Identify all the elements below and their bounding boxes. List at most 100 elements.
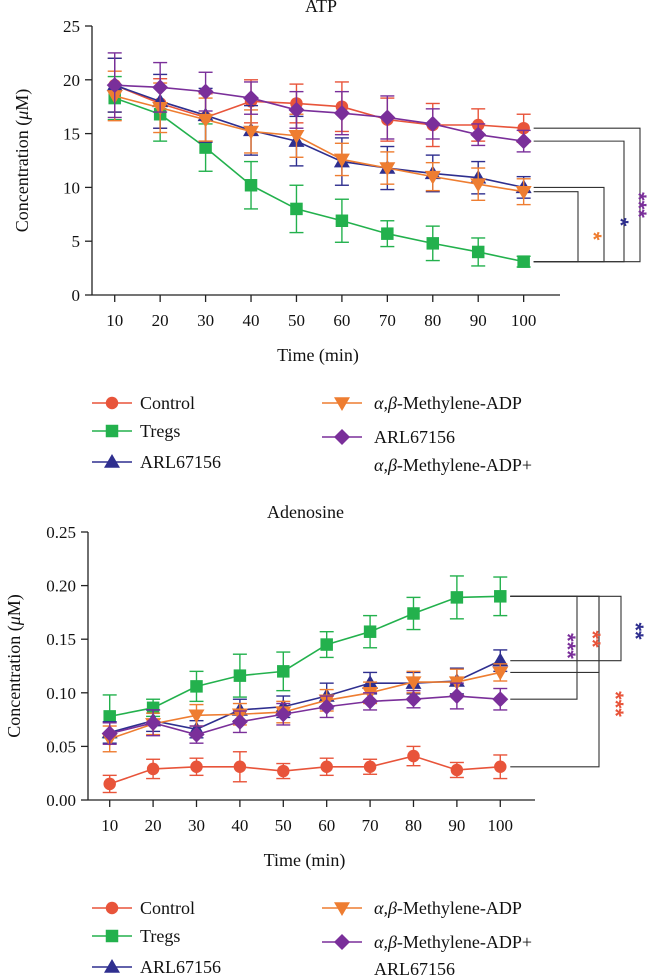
legend-item-mad: α,β-Methylene-ADP — [322, 393, 522, 413]
data-point — [333, 105, 350, 122]
significance-label: ** — [580, 630, 605, 648]
atp-chart: 0 5 10 15 20 25 10 20 30 40 50 60 70 80 90 100 ATP Time (… — [12, 0, 656, 366]
data-point — [146, 701, 160, 715]
series-tregs — [107, 75, 531, 268]
y-axis-label-prefix: Concentration ( — [12, 120, 33, 232]
data-point — [450, 591, 464, 604]
legend-label: Tregs — [140, 926, 180, 946]
series-control — [107, 57, 531, 148]
data-point — [288, 129, 305, 144]
legend-label: Control — [140, 393, 195, 413]
legend-text: -Methylene-ADP+ — [397, 455, 532, 475]
data-point — [190, 680, 203, 693]
significance-label: * — [581, 232, 606, 241]
data-point — [320, 760, 333, 774]
data-point — [517, 255, 530, 268]
data-point — [450, 763, 464, 777]
data-point — [188, 726, 205, 743]
series-line — [114, 84, 524, 130]
legend-greek: α,β — [374, 898, 397, 918]
data-point — [233, 760, 247, 774]
y-tick-label: 20 — [63, 71, 80, 90]
legend-marker-tridown — [334, 902, 350, 916]
data-point — [405, 691, 422, 708]
data-point — [277, 764, 290, 778]
data-point — [277, 665, 290, 678]
data-point — [290, 202, 303, 216]
significance-label: * — [608, 218, 633, 227]
significance-label: *** — [646, 183, 656, 209]
series-line — [114, 97, 524, 263]
data-point — [243, 90, 260, 107]
data-point — [146, 762, 160, 776]
data-point — [101, 725, 118, 742]
bracket — [510, 595, 600, 768]
data-point — [199, 141, 212, 154]
data-point — [470, 126, 487, 143]
legend-label-line1: ARL67156 — [374, 427, 455, 447]
y-tick-label: 25 — [63, 17, 80, 36]
legend-item-combo: α,β-Methylene-ADP+ ARL67156 — [322, 932, 532, 976]
legend-text: -Methylene-ADP — [397, 898, 522, 918]
adenosine-legend: ControlTregsARL67156α,β-Methylene-ADPα,β… — [92, 898, 532, 976]
y-axis-label: Concentration (μM) — [12, 89, 33, 233]
data-point — [320, 638, 333, 651]
data-point — [362, 693, 379, 710]
y-tick-label: 0.10 — [46, 684, 76, 703]
data-point — [231, 713, 248, 730]
data-point — [379, 109, 396, 126]
legend-label: ARL67156 — [140, 452, 221, 472]
data-point — [494, 590, 507, 603]
x-tick-label: 30 — [197, 311, 214, 330]
legend-marker-square — [105, 929, 119, 943]
x-tick-label: 50 — [275, 816, 292, 835]
data-point — [492, 691, 509, 708]
x-axis-label: Time (min) — [277, 345, 359, 366]
legend-label: α,β-Methylene-ADP — [374, 898, 522, 918]
bracket — [533, 140, 625, 263]
data-point — [243, 125, 260, 140]
data-point — [424, 115, 441, 132]
data-point — [424, 170, 441, 185]
x-tick-label: 90 — [448, 816, 465, 835]
y-axis-label-mu: μ — [12, 111, 32, 121]
data-point — [106, 77, 123, 94]
significance-label: *** — [626, 192, 651, 218]
legend-label-line2: ARL67156 — [374, 959, 455, 976]
x-tick-label: 80 — [405, 816, 422, 835]
data-point — [407, 749, 420, 763]
y-tick-label: 0.00 — [46, 791, 76, 810]
legend-item-control: Control — [92, 393, 195, 413]
legend-item-tregs: Tregs — [92, 926, 180, 946]
significance-label: *** — [555, 633, 580, 659]
legend-item-control: Control — [92, 898, 195, 918]
series-combo — [101, 682, 509, 745]
legend-marker-tridown — [334, 397, 350, 411]
data-point — [426, 237, 440, 250]
legend-marker-circle — [105, 901, 119, 915]
series-control — [102, 745, 508, 794]
legend-marker-triangle — [104, 454, 120, 468]
legend-greek: α,β — [374, 455, 397, 475]
y-tick-label: 0.25 — [46, 523, 76, 542]
data-point — [152, 79, 169, 96]
data-point — [197, 83, 214, 100]
legend-marker-diamond — [334, 429, 350, 445]
x-tick-label: 60 — [318, 816, 335, 835]
chart-title: Adenosine — [267, 502, 344, 522]
x-tick-label: 70 — [379, 311, 396, 330]
data-point — [471, 245, 485, 259]
significance-brackets: ******** — [533, 127, 656, 263]
series-mad — [106, 70, 532, 206]
legend-item-arl: ARL67156 — [92, 957, 221, 976]
data-point — [190, 760, 203, 774]
y-axis-label-prefix: Concentration ( — [4, 625, 25, 737]
series-mad — [101, 663, 509, 753]
legend-item-mad: α,β-Methylene-ADP — [322, 898, 522, 918]
x-tick-label: 40 — [231, 816, 248, 835]
x-tick-label: 20 — [145, 816, 162, 835]
x-tick-label: 80 — [424, 311, 441, 330]
y-tick-label: 0 — [72, 286, 81, 305]
legend-marker-circle — [105, 396, 119, 410]
y-axis-label: Concentration (μM) — [4, 594, 25, 738]
